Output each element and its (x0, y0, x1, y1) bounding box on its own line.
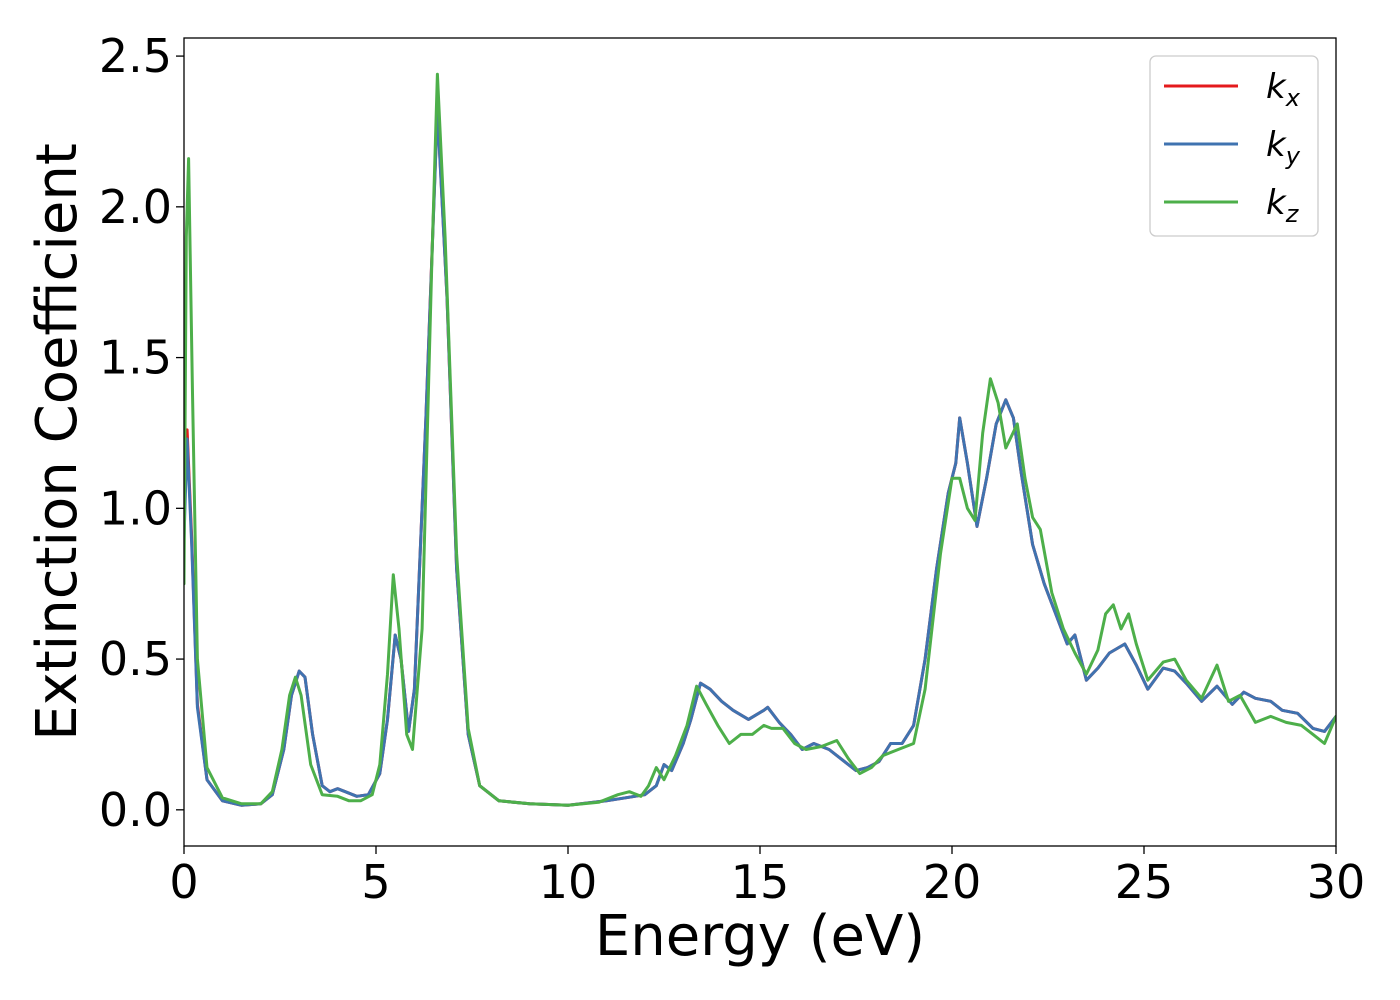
series-line-ky (184, 108, 1336, 807)
legend-subscript: z (1285, 200, 1300, 228)
y-axis-label: Extinction Coefficient (25, 143, 90, 741)
y-tick-label: 0.5 (99, 632, 172, 686)
x-axis-label: Energy (eV) (595, 904, 925, 969)
x-tick-label: 5 (361, 855, 390, 909)
legend-subscript: y (1285, 142, 1301, 170)
x-tick-label: 20 (923, 855, 982, 909)
y-tick-label: 2.5 (99, 29, 172, 83)
x-tick-label: 15 (731, 855, 790, 909)
x-tick-label: 0 (169, 855, 198, 909)
y-tick-label: 2.0 (99, 180, 172, 234)
series-layer (184, 72, 1336, 807)
y-tick-label: 1.5 (99, 331, 172, 385)
series-line-kz (184, 72, 1336, 807)
axes-layer: 0 5 10 15 20 25 30 0.0 0.5 1.0 1.5 2.0 2.5 (99, 29, 1365, 909)
x-tick-label: 25 (1115, 855, 1174, 909)
y-tick-label: 1.0 (99, 481, 172, 535)
legend-subscript: x (1285, 84, 1301, 112)
legend-box (1149, 55, 1319, 237)
x-tick-label: 30 (1307, 855, 1366, 909)
y-tick-label: 0.0 (99, 783, 172, 837)
x-tick-label: 10 (539, 855, 598, 909)
